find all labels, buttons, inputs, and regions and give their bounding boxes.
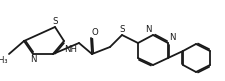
Text: O: O [92,28,99,37]
Text: S: S [52,17,58,26]
Text: N: N [30,55,36,64]
Text: S: S [119,24,125,34]
Text: N: N [146,25,152,34]
Text: NH: NH [64,44,77,53]
Text: CH₃: CH₃ [0,56,8,65]
Text: N: N [169,33,176,42]
